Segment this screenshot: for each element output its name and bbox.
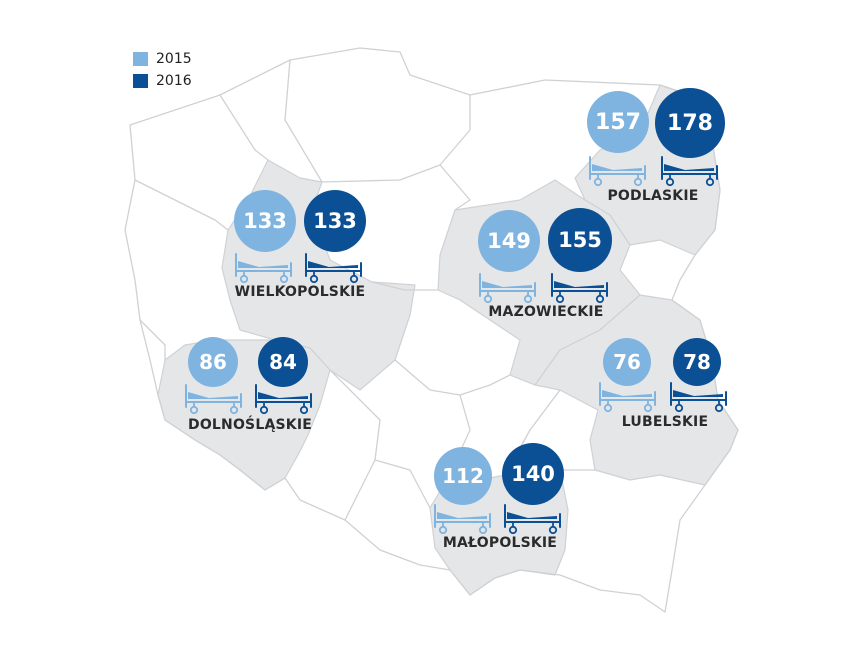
hospital-bed-icon xyxy=(185,384,242,415)
bubble-2015: 76 xyxy=(603,338,651,386)
legend-label-2016: 2016 xyxy=(156,73,192,89)
hospital-bed-icon xyxy=(589,156,646,187)
region-label: LUBELSKIE xyxy=(621,414,709,430)
region-label: WIELKOPOLSKIE xyxy=(234,284,366,300)
legend-label-2015: 2015 xyxy=(156,51,192,67)
hospital-bed-icon xyxy=(504,504,561,535)
bubble-2015: 112 xyxy=(434,447,492,505)
bubble-2016: 140 xyxy=(502,443,564,505)
bubble-2016: 133 xyxy=(304,190,366,252)
legend: 2015 2016 xyxy=(133,48,192,92)
region-label: DOLNOŚLĄSKIE xyxy=(187,417,313,433)
country-border xyxy=(124,47,739,613)
hospital-bed-icon xyxy=(479,273,536,304)
bubble-2015: 149 xyxy=(478,210,540,272)
legend-item-2016: 2016 xyxy=(133,70,192,92)
hospital-bed-icon xyxy=(235,253,292,284)
hospital-bed-icon xyxy=(255,384,312,415)
bubble-2015: 86 xyxy=(188,337,238,387)
legend-swatch-2016 xyxy=(133,74,148,88)
bubble-2015: 157 xyxy=(587,91,649,153)
hospital-bed-icon xyxy=(305,253,362,284)
bubble-2016: 84 xyxy=(258,337,308,387)
region-label: MAZOWIECKIE xyxy=(488,304,604,320)
hospital-bed-icon xyxy=(670,382,727,413)
bubble-2015: 133 xyxy=(234,190,296,252)
hospital-bed-icon xyxy=(661,156,718,187)
bubble-2016: 78 xyxy=(673,338,721,386)
hospital-bed-icon xyxy=(599,382,656,413)
bubble-2016: 155 xyxy=(548,208,612,272)
hospital-bed-icon xyxy=(551,273,608,304)
region-label: PODLASKIE xyxy=(607,188,699,204)
internal-borders xyxy=(134,59,596,521)
legend-item-2015: 2015 xyxy=(133,48,192,70)
legend-swatch-2015 xyxy=(133,52,148,66)
hospital-bed-icon xyxy=(434,504,491,535)
bubble-2016: 178 xyxy=(655,88,725,158)
region-label: MAŁOPOLSKIE xyxy=(442,535,558,551)
